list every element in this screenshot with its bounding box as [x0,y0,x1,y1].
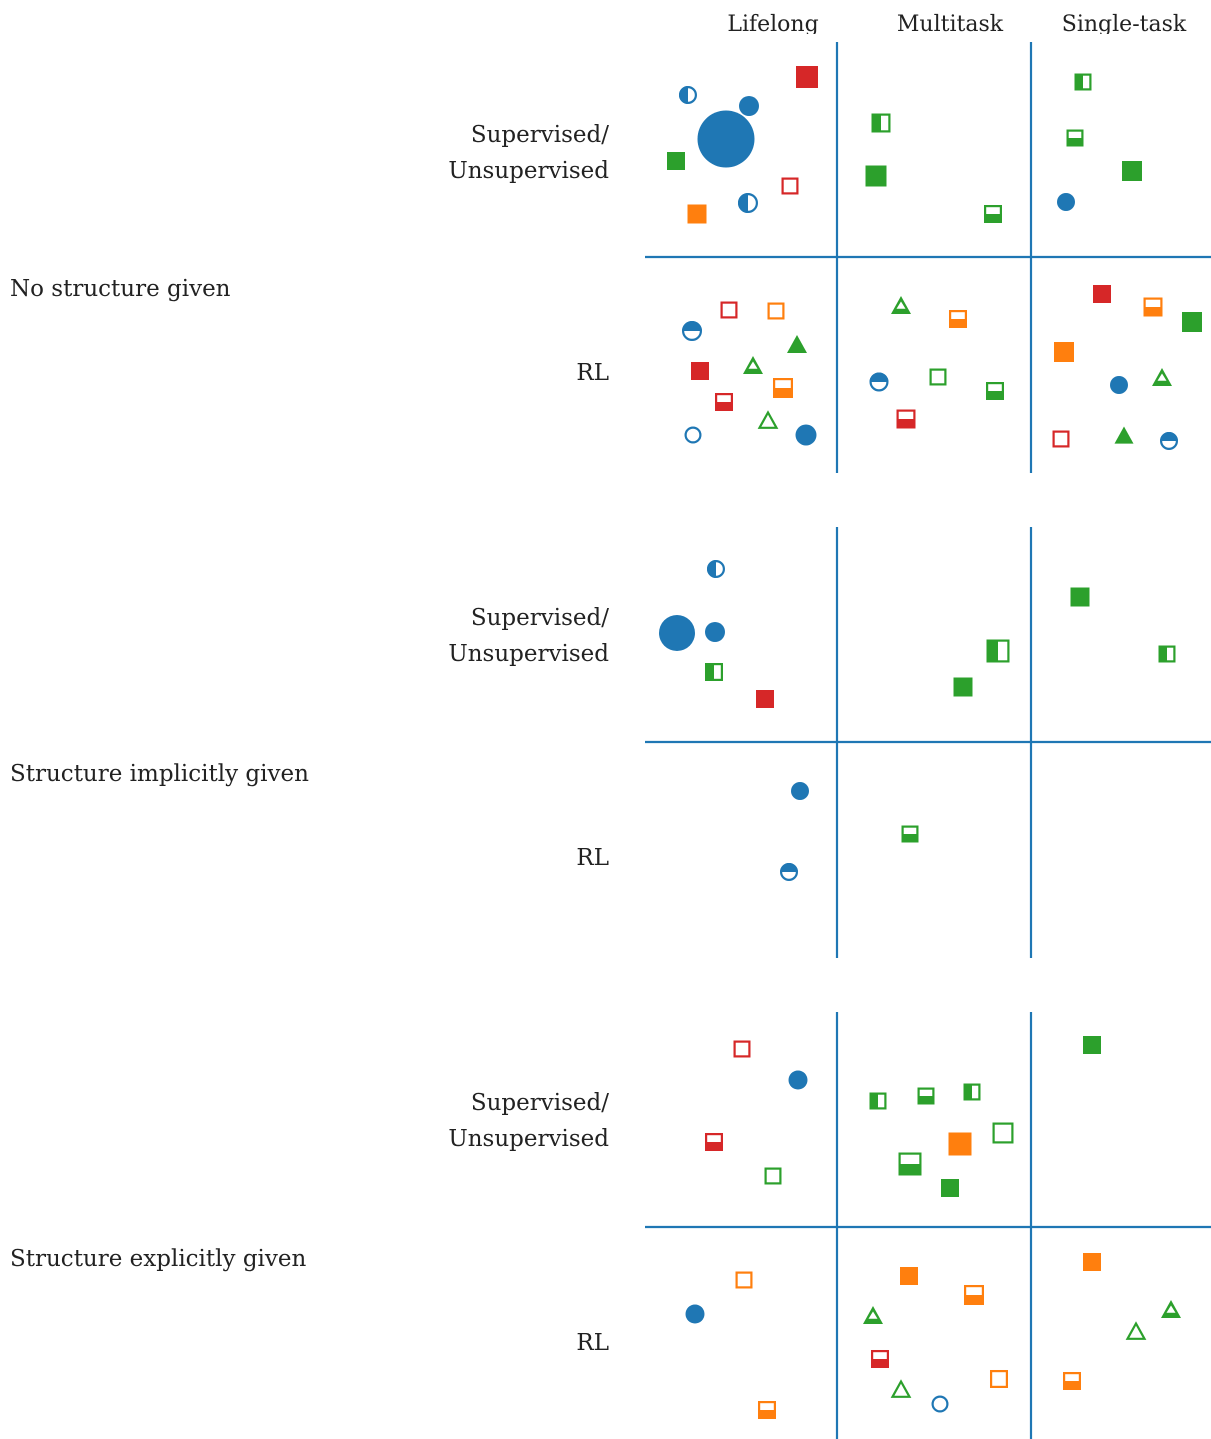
orange-half-bottom-square-marker [1143,297,1163,317]
blue-half-left-circle-marker [706,559,725,578]
red-full-square-marker [691,362,709,380]
green-none-square-marker [992,1122,1014,1144]
green-full-square-marker [667,152,685,170]
green-half-left-square-marker [1074,73,1092,91]
green-half-bottom-square-marker [1066,129,1084,147]
green-half-left-square-marker [963,1083,981,1101]
sublabel-rl: RL [576,1330,609,1356]
blue-half-left-circle-marker [737,193,758,214]
red-none-square-marker [720,301,738,319]
blue-full-circle-marker [788,1070,808,1090]
green-half-left-square-marker [704,662,723,681]
green-half-bottom-square-marker [898,1152,922,1176]
blue-half-top-circle-marker [869,372,889,392]
orange-none-square-marker [989,1369,1008,1388]
sublabel-supervised: Supervised/ Unsupervised [448,605,609,667]
green-full-triangle-marker [1114,426,1134,444]
orange-full-square-marker [900,1267,918,1285]
green-half-triangle-marker [863,1306,883,1324]
blue-full-circle-marker [685,1304,705,1324]
blue-full-circle-marker [1057,193,1075,211]
blue-full-circle-marker [705,622,725,642]
sublabel-rl: RL [576,360,609,386]
blue-none-circle-marker [931,1395,949,1413]
column-header-single-task: Single-task [1061,12,1187,34]
red-none-square-marker [733,1040,751,1058]
red-half-bottom-square-marker [714,393,733,412]
orange-half-bottom-square-marker [1062,1371,1081,1390]
green-half-left-square-marker [869,1092,887,1110]
green-none-square-marker [764,1167,782,1185]
blue-half-top-circle-marker [779,862,798,881]
green-half-bottom-square-marker [985,382,1004,401]
red-half-bottom-square-marker [896,409,916,429]
orange-none-square-marker [735,1271,753,1289]
green-full-square-marker [941,1179,959,1197]
sublabel-supervised: Supervised/ Unsupervised [448,1090,609,1152]
green-half-left-square-marker [986,639,1010,663]
red-none-square-marker [781,177,799,195]
sublabel-rl: RL [576,845,609,871]
green-none-triangle-marker [757,410,779,429]
orange-full-square-marker [1083,1253,1101,1271]
blue-none-circle-marker [684,426,702,444]
green-half-triangle-marker [1152,368,1172,386]
green-half-left-square-marker [871,113,891,133]
green-full-square-marker [953,677,973,697]
green-half-left-square-marker [1158,645,1176,663]
green-none-square-marker [929,368,947,386]
green-full-square-marker [1182,312,1202,332]
green-none-triangle-marker [1125,1321,1147,1340]
blue-full-circle-marker [795,424,817,446]
orange-none-square-marker [767,302,785,320]
blue-full-circle-marker [739,96,759,116]
row-label-explicit-structure: Structure explicitly given [10,1246,307,1272]
green-full-square-marker [1070,587,1090,607]
green-full-square-marker [865,165,887,187]
green-full-triangle-marker [787,335,807,353]
blue-half-top-circle-marker [1159,432,1178,451]
orange-full-square-marker [948,1132,972,1156]
red-half-bottom-square-marker [870,1349,889,1368]
blue-full-circle-marker [697,110,755,168]
green-half-bottom-square-marker [917,1087,935,1105]
orange-full-square-marker [687,204,707,224]
green-half-bottom-square-marker [983,205,1002,224]
green-half-bottom-square-marker [901,825,919,843]
sublabel-supervised: Supervised/ Unsupervised [448,122,609,184]
orange-full-square-marker [1054,342,1074,362]
orange-half-bottom-square-marker [963,1284,984,1305]
red-half-bottom-square-marker [704,1132,723,1151]
column-header-lifelong: Lifelong [727,12,819,34]
orange-half-bottom-square-marker [757,1400,776,1419]
blue-half-left-circle-marker [678,85,697,104]
green-full-square-marker [1122,161,1142,181]
blue-full-circle-marker [659,615,695,651]
red-full-square-marker [756,690,774,708]
blue-half-top-circle-marker [681,321,702,342]
green-half-triangle-marker [743,356,763,374]
column-header-multitask: Multitask [896,12,1004,34]
green-half-triangle-marker [1161,1300,1181,1318]
green-half-triangle-marker [891,296,911,314]
red-full-square-marker [796,66,818,88]
red-none-square-marker [1052,430,1070,448]
row-label-no-structure: No structure given [10,276,231,302]
red-full-square-marker [1093,285,1111,303]
blue-full-circle-marker [791,782,809,800]
orange-half-bottom-square-marker [948,310,967,329]
blue-full-circle-marker [1110,376,1128,394]
orange-half-bottom-square-marker [772,378,793,399]
green-full-square-marker [1083,1036,1101,1054]
green-none-triangle-marker [890,1379,912,1398]
row-label-implicit-structure: Structure implicitly given [10,761,309,787]
